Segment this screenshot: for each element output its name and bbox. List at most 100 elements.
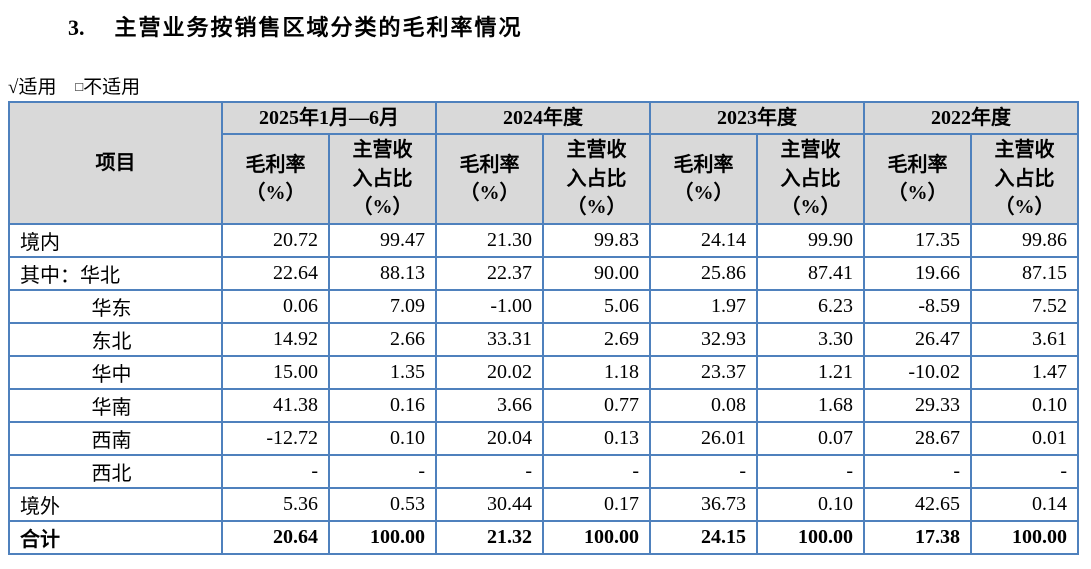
cell-value: 21.30 xyxy=(435,222,544,258)
cell-value: 24.15 xyxy=(649,519,758,555)
header-margin: 毛利率 （%） xyxy=(649,133,758,225)
cell-value: 19.66 xyxy=(863,255,972,291)
header-margin: 毛利率 （%） xyxy=(221,133,330,225)
cell-value: 41.38 xyxy=(221,387,330,423)
cell-value: 29.33 xyxy=(863,387,972,423)
table-row-south-china: 华南 41.38 0.16 3.66 0.77 0.08 1.68 29.33 … xyxy=(8,387,1079,423)
gross-margin-by-region-table: 项目 2025年1月—6月 2024年度 2023年度 2022年度 毛利率 （… xyxy=(8,100,1079,555)
row-label-domestic: 境内 xyxy=(8,222,223,258)
table-row-north-china: 其中：华北 22.64 88.13 22.37 90.00 25.86 87.4… xyxy=(8,255,1079,291)
cell-value: 25.86 xyxy=(649,255,758,291)
cell-value: 1.18 xyxy=(542,354,651,390)
checkbox-empty-icon: □ xyxy=(75,79,84,94)
applicability-line: √适用 □不适用 xyxy=(8,72,154,99)
header-row-metrics: 毛利率 （%） 主营收 入占比 （%） 毛利率 （%） 主营收 入占比 （%） … xyxy=(9,133,1079,225)
cell-value: 1.35 xyxy=(328,354,437,390)
cell-value: -8.59 xyxy=(863,288,972,324)
cell-value: 1.21 xyxy=(756,354,865,390)
cell-value: 23.37 xyxy=(649,354,758,390)
cell-value: 87.15 xyxy=(970,255,1079,291)
cell-value: 0.77 xyxy=(542,387,651,423)
section-title: 3. 主营业务按销售区域分类的毛利率情况 xyxy=(68,10,523,42)
table-row-southwest: 西南 -12.72 0.10 20.04 0.13 26.01 0.07 28.… xyxy=(8,420,1079,456)
cell-value: 100.00 xyxy=(328,519,437,555)
header-period-2023: 2023年度 xyxy=(649,100,865,136)
header-revenue-share: 主营收 入占比 （%） xyxy=(542,133,651,225)
row-label-east-china: 华东 xyxy=(8,288,223,324)
cell-value: 7.09 xyxy=(328,288,437,324)
table-row-total: 合计 20.64 100.00 21.32 100.00 24.15 100.0… xyxy=(8,519,1079,555)
cell-value: 0.06 xyxy=(221,288,330,324)
cell-value: - xyxy=(649,453,758,489)
section-title-text: 主营业务按销售区域分类的毛利率情况 xyxy=(114,15,523,40)
row-label-northwest: 西北 xyxy=(8,453,223,489)
cell-value: -10.02 xyxy=(863,354,972,390)
cell-value: 3.66 xyxy=(435,387,544,423)
cell-value: 32.93 xyxy=(649,321,758,357)
header-margin: 毛利率 （%） xyxy=(435,133,544,225)
header-revenue-share: 主营收 入占比 （%） xyxy=(756,133,865,225)
cell-value: 0.10 xyxy=(328,420,437,456)
table-row-east-china: 华东 0.06 7.09 -1.00 5.06 1.97 6.23 -8.59 … xyxy=(8,288,1079,324)
cell-value: 33.31 xyxy=(435,321,544,357)
cell-value: 0.10 xyxy=(756,486,865,522)
cell-value: 99.83 xyxy=(542,222,651,258)
header-revenue-share: 主营收 入占比 （%） xyxy=(970,133,1079,225)
header-period-2025h1: 2025年1月—6月 xyxy=(221,100,437,136)
cell-value: 20.64 xyxy=(221,519,330,555)
row-label-central-china: 华中 xyxy=(8,354,223,390)
cell-value: 100.00 xyxy=(756,519,865,555)
cell-value: 0.08 xyxy=(649,387,758,423)
cell-value: 20.72 xyxy=(221,222,330,258)
header-period-2022: 2022年度 xyxy=(863,100,1079,136)
cell-value: 30.44 xyxy=(435,486,544,522)
cell-value: 3.30 xyxy=(756,321,865,357)
table-row-domestic: 境内 20.72 99.47 21.30 99.83 24.14 99.90 1… xyxy=(8,222,1079,258)
row-label-south-china: 华南 xyxy=(8,387,223,423)
header-item: 项目 xyxy=(8,101,223,225)
not-applicable-option: □不适用 xyxy=(75,77,140,98)
table-row-central-china: 华中 15.00 1.35 20.02 1.18 23.37 1.21 -10.… xyxy=(8,354,1079,390)
cell-value: - xyxy=(542,453,651,489)
table-row-overseas: 境外 5.36 0.53 30.44 0.17 36.73 0.10 42.65… xyxy=(8,486,1079,522)
header-row-periods: 项目 2025年1月—6月 2024年度 2023年度 2022年度 xyxy=(8,100,1079,225)
cell-value: 0.13 xyxy=(542,420,651,456)
row-label-north-china: 其中：华北 xyxy=(8,255,223,291)
cell-value: 36.73 xyxy=(649,486,758,522)
cell-value: 17.35 xyxy=(863,222,972,258)
row-label-overseas: 境外 xyxy=(8,486,223,522)
cell-value: -12.72 xyxy=(221,420,330,456)
cell-value: 0.53 xyxy=(328,486,437,522)
row-label-total: 合计 xyxy=(8,519,223,555)
cell-value: - xyxy=(863,453,972,489)
cell-value: 6.23 xyxy=(756,288,865,324)
applicable-option: √适用 xyxy=(8,77,56,98)
cell-value: 1.68 xyxy=(756,387,865,423)
row-label-southwest: 西南 xyxy=(8,420,223,456)
cell-value: 42.65 xyxy=(863,486,972,522)
cell-value: 1.97 xyxy=(649,288,758,324)
cell-value: 99.90 xyxy=(756,222,865,258)
cell-value: 7.52 xyxy=(970,288,1079,324)
cell-value: 87.41 xyxy=(756,255,865,291)
applicable-label: 适用 xyxy=(18,77,57,98)
cell-value: 2.69 xyxy=(542,321,651,357)
cell-value: 28.67 xyxy=(863,420,972,456)
cell-value: - xyxy=(435,453,544,489)
cell-value: 26.01 xyxy=(649,420,758,456)
header-period-2024: 2024年度 xyxy=(435,100,651,136)
cell-value: 99.47 xyxy=(328,222,437,258)
cell-value: 26.47 xyxy=(863,321,972,357)
cell-value: 0.16 xyxy=(328,387,437,423)
cell-value: 3.61 xyxy=(970,321,1079,357)
table-row-northeast: 东北 14.92 2.66 33.31 2.69 32.93 3.30 26.4… xyxy=(8,321,1079,357)
header-revenue-share: 主营收 入占比 （%） xyxy=(328,133,437,225)
cell-value: - xyxy=(328,453,437,489)
cell-value: 0.07 xyxy=(756,420,865,456)
cell-value: - xyxy=(756,453,865,489)
table-row-northwest: 西北 - - - - - - - - xyxy=(8,453,1079,489)
cell-value: 100.00 xyxy=(542,519,651,555)
cell-value: 14.92 xyxy=(221,321,330,357)
not-applicable-label: 不适用 xyxy=(83,77,141,98)
